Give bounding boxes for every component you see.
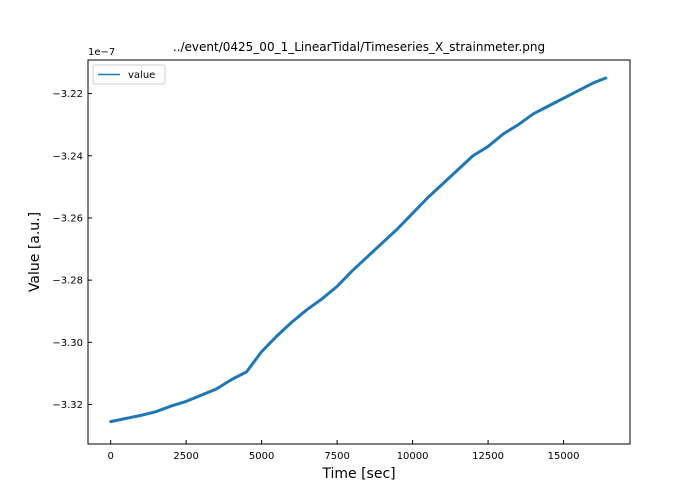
x-tick-label: 0: [107, 451, 113, 462]
y-axis-label: Value [a.u.]: [27, 212, 43, 292]
x-tick-label: 12500: [472, 451, 504, 462]
x-tick-label: 7500: [324, 451, 349, 462]
legend: value: [92, 64, 166, 85]
x-tick-label: 15000: [548, 451, 580, 462]
chart-title: ../event/0425_00_1_LinearTidal/Timeserie…: [173, 40, 545, 54]
x-tick-label: 2500: [173, 451, 198, 462]
y-offset-label: 1e−7: [88, 47, 115, 58]
legend-entry-value: value: [128, 70, 155, 81]
axes-frame: [87, 59, 631, 445]
legend-box: [92, 64, 166, 85]
y-tick-label: −3.26: [52, 213, 83, 224]
y-tick-label: −3.28: [52, 276, 83, 287]
y-tick-label: −3.32: [52, 400, 83, 411]
x-axis-label: Time [sec]: [321, 466, 395, 482]
series-line-value: [109, 76, 608, 424]
y-tick-label: −3.30: [52, 338, 83, 349]
plot-area: [109, 76, 608, 424]
x-tick-label: 5000: [249, 451, 274, 462]
y-tick-label: −3.22: [52, 89, 83, 100]
y-axis: −3.32 −3.30 −3.28 −3.26 −3.24 −3.22: [52, 89, 92, 411]
y-tick-label: −3.24: [52, 151, 83, 162]
x-tick-label: 10000: [397, 451, 429, 462]
x-axis: 0 2500 5000 7500 10000 12500 15000: [107, 440, 579, 462]
